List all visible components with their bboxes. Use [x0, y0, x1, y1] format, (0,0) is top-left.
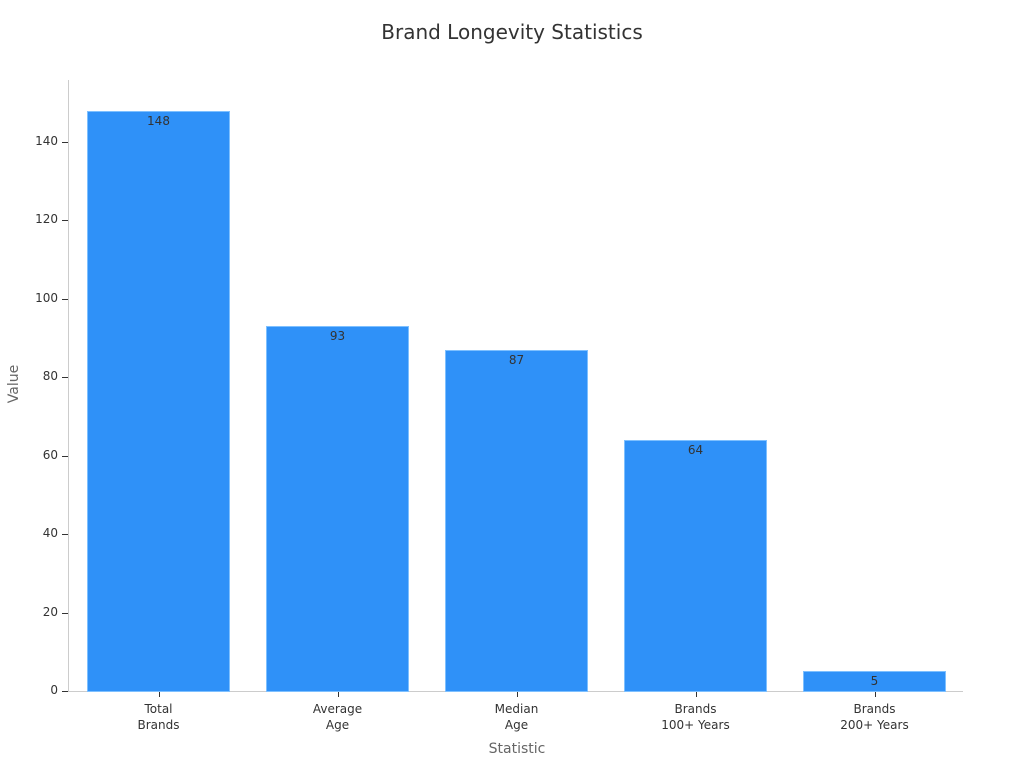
y-tick	[62, 377, 68, 379]
y-tick-label: 40	[42, 526, 58, 541]
x-axis-label: Statistic	[488, 741, 546, 757]
bar[interactable]	[624, 440, 767, 692]
y-tick	[62, 455, 68, 457]
x-tick	[874, 692, 876, 697]
x-tick	[516, 692, 518, 697]
y-tick	[62, 142, 68, 143]
x-tick	[158, 692, 160, 697]
y-axis-line	[68, 80, 69, 692]
bar[interactable]	[87, 110, 230, 692]
y-tick-label: 0	[50, 683, 58, 697]
y-tick	[62, 220, 68, 222]
x-tick-label: Brands 200+ Years	[840, 702, 909, 732]
y-tick	[62, 298, 68, 300]
y-tick	[62, 691, 68, 692]
x-tick-label: Brands 100+ Years	[661, 702, 730, 732]
bar-value-label: 148	[147, 113, 170, 128]
x-tick-label: Total Brands	[137, 702, 180, 732]
x-tick-label: Average Age	[312, 702, 363, 732]
bar[interactable]	[803, 671, 946, 692]
x-tick	[695, 692, 697, 697]
bar[interactable]	[266, 326, 409, 692]
bar[interactable]	[445, 349, 588, 692]
x-tick	[337, 692, 339, 697]
y-tick-label: 60	[42, 447, 58, 462]
y-tick	[62, 534, 68, 536]
y-tick-label: 140	[35, 134, 58, 148]
y-tick-label: 20	[42, 604, 58, 619]
bar-value-label: 64	[687, 443, 704, 458]
y-tick	[62, 612, 68, 614]
y-tick-label: 80	[42, 369, 58, 384]
bar-value-label: 5	[870, 674, 879, 689]
bar-value-label: 87	[508, 352, 525, 367]
y-tick-label: 120	[35, 212, 58, 227]
y-tick-label: 100	[35, 290, 58, 305]
x-tick-label: Median Age	[494, 702, 539, 732]
chart-title: Brand Longevity Statistics	[381, 20, 643, 44]
bar-value-label: 93	[329, 329, 346, 344]
